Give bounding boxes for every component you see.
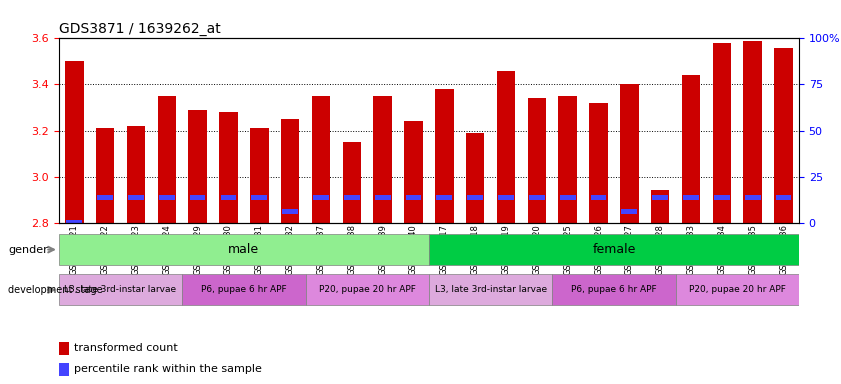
Bar <box>558 96 577 223</box>
Bar <box>96 128 114 223</box>
Bar <box>653 195 668 200</box>
Bar <box>127 126 145 223</box>
Bar <box>66 220 82 225</box>
Bar <box>312 96 331 223</box>
Bar <box>497 71 516 223</box>
Bar <box>436 195 452 200</box>
Bar <box>190 195 205 200</box>
Bar <box>590 195 606 200</box>
FancyBboxPatch shape <box>59 274 182 306</box>
Bar <box>621 209 637 214</box>
FancyBboxPatch shape <box>429 274 553 306</box>
Bar <box>527 98 546 223</box>
Bar <box>65 61 83 223</box>
Text: gender: gender <box>8 245 48 255</box>
FancyBboxPatch shape <box>429 234 799 265</box>
FancyBboxPatch shape <box>553 274 675 306</box>
Bar <box>313 195 329 200</box>
Bar <box>405 195 421 200</box>
Bar <box>59 342 69 355</box>
Bar <box>283 209 298 214</box>
Bar <box>220 195 236 200</box>
Bar <box>620 84 638 223</box>
FancyBboxPatch shape <box>305 274 429 306</box>
Bar <box>342 142 361 223</box>
Bar <box>745 195 760 200</box>
Text: percentile rank within the sample: percentile rank within the sample <box>74 364 262 374</box>
Bar <box>468 195 483 200</box>
Bar <box>98 195 113 200</box>
Bar <box>59 362 69 376</box>
Bar <box>250 128 268 223</box>
Bar <box>466 133 484 223</box>
Bar <box>560 195 575 200</box>
Bar <box>128 195 144 200</box>
Bar <box>375 195 390 200</box>
Bar <box>775 48 793 223</box>
FancyBboxPatch shape <box>59 234 429 265</box>
Bar <box>529 195 545 200</box>
Bar <box>373 96 392 223</box>
Text: transformed count: transformed count <box>74 343 177 353</box>
Text: L3, late 3rd-instar larvae: L3, late 3rd-instar larvae <box>435 285 547 295</box>
Bar <box>712 43 731 223</box>
Bar <box>159 195 175 200</box>
Bar <box>281 119 299 223</box>
Bar <box>435 89 453 223</box>
Text: P20, pupae 20 hr APF: P20, pupae 20 hr APF <box>319 285 415 295</box>
Bar <box>344 195 360 200</box>
Bar <box>683 195 699 200</box>
Bar <box>743 41 762 223</box>
Bar <box>157 96 176 223</box>
Bar <box>682 75 701 223</box>
Bar <box>651 190 669 223</box>
FancyBboxPatch shape <box>675 274 799 306</box>
Bar <box>188 110 207 223</box>
Text: development stage: development stage <box>8 285 103 295</box>
FancyBboxPatch shape <box>182 274 305 306</box>
Text: male: male <box>228 243 260 256</box>
Bar <box>714 195 730 200</box>
Bar <box>590 103 608 223</box>
Text: GDS3871 / 1639262_at: GDS3871 / 1639262_at <box>59 22 220 36</box>
Bar <box>220 112 238 223</box>
Bar <box>251 195 267 200</box>
Bar <box>775 195 791 200</box>
Bar <box>405 121 423 223</box>
Bar <box>498 195 514 200</box>
Text: L3, late 3rd-instar larvae: L3, late 3rd-instar larvae <box>65 285 177 295</box>
Text: P20, pupae 20 hr APF: P20, pupae 20 hr APF <box>689 285 785 295</box>
Text: female: female <box>592 243 636 256</box>
Text: P6, pupae 6 hr APF: P6, pupae 6 hr APF <box>571 285 657 295</box>
Text: P6, pupae 6 hr APF: P6, pupae 6 hr APF <box>201 285 287 295</box>
